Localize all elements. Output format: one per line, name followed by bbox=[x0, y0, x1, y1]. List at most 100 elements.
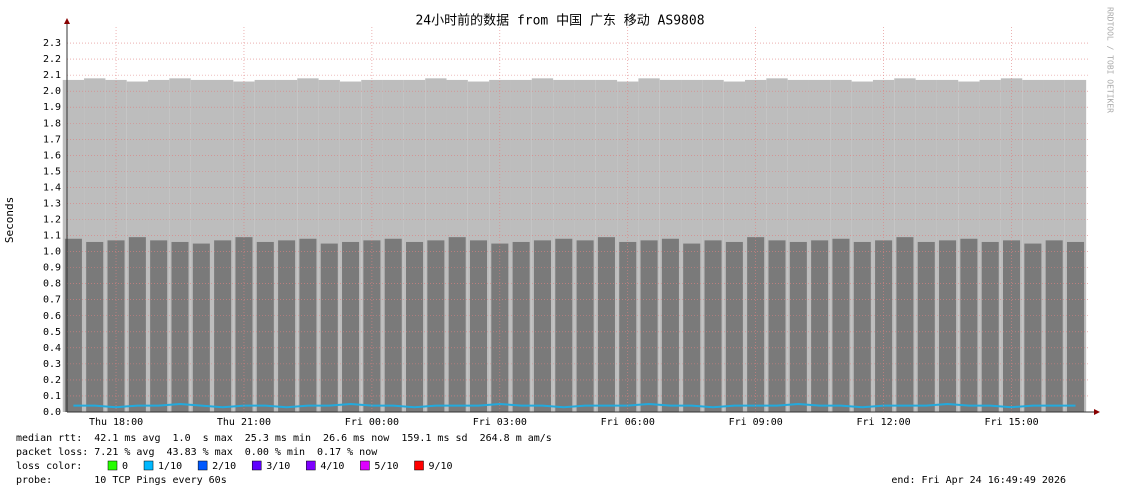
y-tick-label: 1.3 bbox=[43, 198, 61, 209]
smoke-upper bbox=[1003, 240, 1021, 412]
y-tick-label: 0.6 bbox=[43, 311, 61, 322]
loss-swatch bbox=[306, 460, 316, 471]
loss-swatch bbox=[197, 460, 208, 471]
y-tick-label: 0.4 bbox=[43, 343, 61, 354]
smoke-upper bbox=[107, 240, 125, 412]
smoke-upper bbox=[150, 240, 168, 412]
loss-label: loss color: bbox=[16, 461, 82, 472]
smoke-upper bbox=[64, 238, 82, 412]
smoke-upper bbox=[299, 238, 317, 412]
smoke-upper bbox=[960, 238, 978, 412]
smoke-upper bbox=[512, 241, 530, 412]
loss-legend-label: 2/10 bbox=[212, 461, 236, 472]
y-tick-label: 1.9 bbox=[43, 102, 61, 113]
smoke-upper bbox=[875, 240, 893, 412]
y-tick-label: 0.2 bbox=[43, 375, 61, 386]
smoke-upper bbox=[555, 238, 573, 412]
smoke-upper bbox=[192, 243, 210, 412]
y-tick-label: 0.9 bbox=[43, 263, 61, 274]
smoke-upper bbox=[278, 240, 296, 412]
smoke-upper bbox=[427, 240, 445, 412]
median-line bbox=[73, 402, 1076, 409]
smoke-upper bbox=[533, 240, 551, 412]
x-tick-label: Fri 15:00 bbox=[984, 417, 1038, 428]
x-tick-label: Fri 09:00 bbox=[729, 417, 783, 428]
smoke-upper bbox=[1066, 241, 1085, 412]
smoke-upper bbox=[363, 240, 381, 412]
y-tick-label: 1.2 bbox=[43, 215, 61, 226]
y-tick-label: 1.0 bbox=[43, 247, 61, 258]
smoke-upper bbox=[811, 240, 829, 412]
y-tick-label: 0.7 bbox=[43, 295, 61, 306]
smoke-upper bbox=[1045, 240, 1063, 412]
smoke-upper bbox=[256, 241, 274, 412]
smoke-upper bbox=[619, 241, 637, 412]
y-tick-label: 2.3 bbox=[43, 38, 61, 49]
loss-legend-label: 3/10 bbox=[266, 461, 290, 472]
smoke-upper bbox=[214, 240, 232, 412]
smoke-upper bbox=[384, 238, 402, 412]
y-tick-label: 1.8 bbox=[43, 118, 61, 129]
smoke-upper bbox=[981, 241, 999, 412]
stats-line: median rtt: 42.1 ms avg 1.0 s max 25.3 m… bbox=[16, 433, 552, 444]
y-tick-label: 0.1 bbox=[43, 391, 61, 402]
end-time: end: Fri Apr 24 16:49:49 2026 bbox=[891, 475, 1066, 486]
y-tick-label: 2.1 bbox=[43, 70, 61, 81]
loss-legend-label: 9/10 bbox=[429, 461, 453, 472]
loss-swatch bbox=[107, 460, 118, 471]
y-tick-label: 0.5 bbox=[43, 327, 61, 338]
smoke-upper bbox=[704, 240, 722, 412]
x-tick-label: Fri 03:00 bbox=[473, 417, 527, 428]
smoke-upper bbox=[320, 243, 338, 412]
loss-swatch bbox=[360, 460, 370, 471]
smoke-upper bbox=[1024, 243, 1042, 412]
smoke-upper bbox=[768, 240, 786, 412]
y-tick-label: 1.6 bbox=[43, 150, 61, 161]
smoke-upper bbox=[640, 240, 658, 412]
loss-legend-label: 1/10 bbox=[158, 461, 182, 472]
x-tick-label: Thu 18:00 bbox=[89, 417, 143, 428]
smoke-upper bbox=[661, 238, 679, 412]
probe: probe: 10 TCP Pings every 60s bbox=[16, 475, 227, 486]
smoke-upper bbox=[939, 240, 957, 412]
smoke-upper bbox=[725, 241, 743, 412]
x-tick-label: Fri 00:00 bbox=[345, 417, 399, 428]
smoke-upper bbox=[86, 241, 104, 412]
loss-swatch bbox=[143, 460, 154, 471]
axis-arrow bbox=[64, 18, 70, 24]
loss-legend-label: 4/10 bbox=[320, 461, 344, 472]
watermark: RRDTOOL / TOBI OETIKER bbox=[1106, 7, 1115, 113]
y-tick-label: 0.0 bbox=[43, 407, 61, 418]
axis-arrow bbox=[1094, 409, 1100, 415]
smoke-upper bbox=[469, 240, 488, 412]
y-tick-label: 2.2 bbox=[43, 54, 61, 65]
stats-line: packet loss: 7.21 % avg 43.83 % max 0.00… bbox=[16, 447, 378, 458]
smoke-upper bbox=[832, 238, 850, 412]
smoke-upper bbox=[853, 241, 871, 412]
y-tick-label: 1.1 bbox=[43, 231, 61, 242]
y-tick-label: 1.4 bbox=[43, 182, 61, 193]
chart-title: 24小时前的数据 from 中国 广东 移动 AS9808 bbox=[415, 13, 704, 29]
y-tick-label: 0.8 bbox=[43, 279, 61, 290]
x-tick-label: Thu 21:00 bbox=[217, 417, 271, 428]
smoke-upper bbox=[683, 243, 701, 412]
y-tick-label: 1.7 bbox=[43, 134, 61, 145]
x-tick-label: Fri 12:00 bbox=[857, 417, 911, 428]
smoke-upper bbox=[342, 241, 360, 412]
loss-swatch bbox=[251, 460, 262, 471]
y-tick-label: 1.5 bbox=[43, 166, 61, 177]
smoke-upper bbox=[917, 241, 935, 412]
loss-legend-label: 5/10 bbox=[374, 461, 398, 472]
smoke-upper bbox=[406, 241, 424, 412]
smoke-upper bbox=[789, 241, 807, 412]
y-tick-label: 2.0 bbox=[43, 86, 61, 97]
smoke-upper bbox=[128, 237, 146, 412]
y-tick-label: 0.3 bbox=[43, 359, 61, 370]
smoke-upper bbox=[576, 240, 594, 412]
loss-swatch bbox=[414, 460, 424, 471]
y-axis-label: Seconds bbox=[3, 197, 16, 243]
x-tick-label: Fri 06:00 bbox=[601, 417, 655, 428]
smoke-upper bbox=[171, 241, 189, 412]
smoke-upper bbox=[896, 237, 914, 412]
